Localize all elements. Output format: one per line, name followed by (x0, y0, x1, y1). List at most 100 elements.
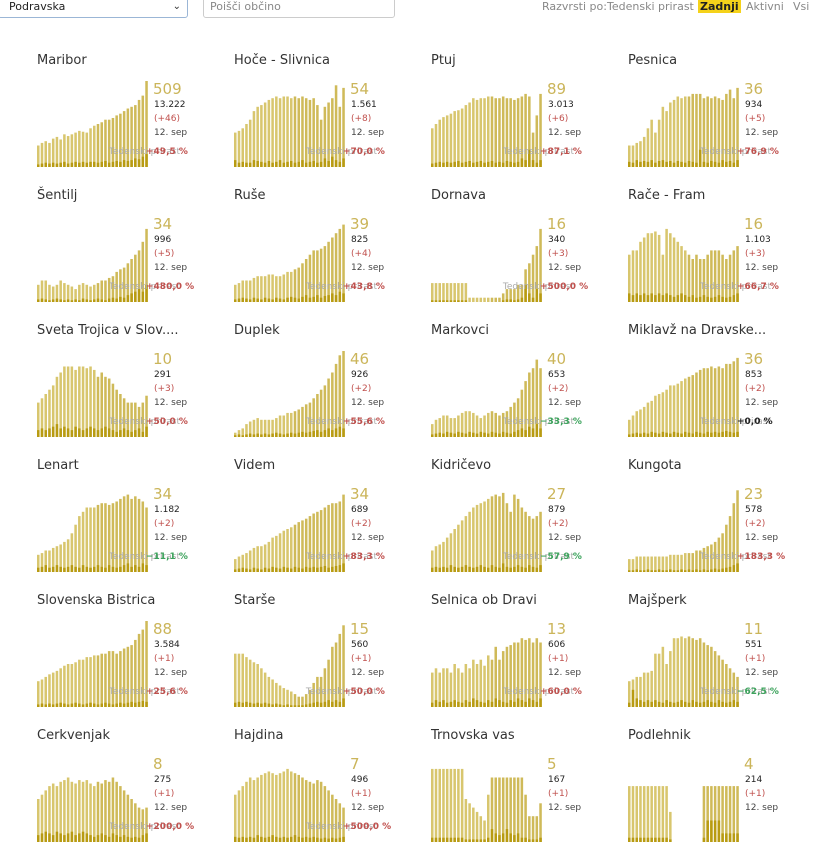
active-cases-bar (713, 541, 717, 572)
active-cases-bar (331, 794, 334, 842)
active-cases-value: 15 (350, 620, 370, 638)
municipality-card[interactable]: Majšperk 11 551 (+1) 12. sep Tedenski prirast… (628, 593, 824, 721)
new-cases-bar (51, 162, 55, 167)
municipality-card[interactable]: Kungota 23 578 (+2) 12. sep Tedenski prirast +… (628, 458, 824, 586)
date-label: 12. sep (154, 263, 188, 273)
active-cases-bar (141, 629, 145, 707)
new-cases-bar (672, 702, 676, 707)
municipality-card[interactable]: Hajdina 7 496 (+1) 12. sep Tedenski prirast +5… (234, 728, 430, 856)
new-cases-bar (434, 566, 438, 572)
municipality-card[interactable]: Selnica ob Dravi 13 606 (+1) 12. sep Tedenski… (431, 593, 627, 721)
municipality-card[interactable]: Pesnica 36 934 (+5) 12. sep Tedenski prirast +… (628, 53, 824, 181)
new-cases-bar (304, 432, 308, 437)
active-cases-bar (260, 276, 263, 302)
new-cases-bar (635, 698, 638, 707)
municipality-card[interactable]: Sveta Trojica v Slov.... 10 291 (+3) 12. sep… (37, 323, 233, 451)
new-cases-bar (78, 703, 81, 707)
municipality-card[interactable]: Ptuj 89 3.013 (+6) 12. sep Tedenski prirast +8… (431, 53, 627, 181)
active-cases-bar (498, 777, 501, 842)
municipality-card[interactable]: Hoče - Slivnica 54 1.561 (+8) 12. sep Tedensk… (234, 53, 430, 181)
new-cases-bar (122, 835, 126, 842)
new-cases-bar (494, 566, 497, 572)
sort-option-active[interactable]: Aktivni (746, 0, 784, 13)
sort-option-all[interactable]: Vsi (793, 0, 810, 13)
municipality-card[interactable]: Dornava 16 340 (+3) 12. sep Tedenski prirast +… (431, 188, 627, 316)
new-cases-bar (256, 702, 259, 707)
active-cases-bar (126, 494, 130, 572)
municipality-search-input[interactable]: Poišči občino (203, 0, 395, 18)
municipality-card[interactable]: Markovci 40 653 (+2) 12. sep Tedenski prirast… (431, 323, 627, 451)
municipality-card[interactable]: Šentilj 34 996 (+5) 12. sep Tedenski prirast +… (37, 188, 233, 316)
new-cases-bar (126, 836, 130, 842)
municipality-card[interactable]: Ruše 39 825 (+4) 12. sep Tedenski prirast +43,… (234, 188, 430, 316)
municipality-card[interactable]: Videm 34 689 (+2) 12. sep Tedenski prirast +83… (234, 458, 430, 586)
active-cases-bar (687, 636, 691, 707)
new-cases-bar (286, 704, 289, 707)
active-cases-bar (717, 786, 721, 842)
new-cases-bar (524, 567, 527, 572)
new-cases-bar (55, 163, 59, 167)
active-cases-bar (37, 554, 40, 572)
new-cases-bar (334, 700, 338, 707)
new-cases-bar (100, 833, 103, 842)
active-cases-bar (650, 119, 653, 167)
sort-option-weekly-growth[interactable]: Tedenski prirast (607, 0, 694, 13)
municipality-card[interactable]: Duplek 46 926 (+2) 12. sep Tedenski prirast +5… (234, 323, 430, 451)
new-cases-bar (646, 295, 650, 302)
new-cases-bar (468, 566, 471, 572)
active-cases-bar (642, 672, 646, 707)
sort-option-latest[interactable]: Zadnji (698, 0, 741, 13)
active-cases-bar (104, 119, 107, 167)
trend-chart (234, 85, 345, 167)
municipality-card[interactable]: Lenart 34 1.182 (+2) 12. sep Tedenski prirast… (37, 458, 233, 586)
active-cases-bar (334, 363, 338, 437)
new-cases-bar (631, 689, 635, 707)
new-cases-bar (528, 565, 531, 572)
new-cases-bar (304, 566, 308, 572)
active-cases-bar (661, 556, 665, 572)
new-cases-bar (271, 704, 274, 707)
active-cases-bar (55, 546, 59, 572)
municipality-card[interactable]: Podlehnik 4 214 (+1) 12. sep (628, 728, 824, 856)
active-cases-bar (93, 369, 96, 437)
municipality-card[interactable]: Miklavž na Dravske... 36 853 (+2) 12. sep Ted… (628, 323, 824, 451)
municipality-card[interactable]: Cerkvenjak 8 275 (+1) 12. sep Tedenski priras… (37, 728, 233, 856)
new-cases-bar (74, 426, 77, 437)
date-label: 12. sep (154, 128, 188, 138)
active-cases-bar (319, 248, 323, 302)
date-label: 12. sep (745, 803, 779, 813)
active-cases-bar (434, 283, 438, 302)
municipality-name: Cerkvenjak (37, 728, 110, 743)
weekly-growth-label: Tedenski prirast (305, 687, 377, 697)
active-cases-bar (74, 783, 77, 842)
active-cases-bar (728, 668, 732, 707)
new-cases-bar (513, 162, 516, 167)
total-cases-value: 653 (548, 370, 566, 380)
new-cases-bar (237, 701, 241, 707)
municipality-card[interactable]: Kidričevo 27 879 (+2) 12. sep Tedenski priras… (431, 458, 627, 586)
new-cases-bar (695, 162, 698, 167)
active-cases-bar (338, 106, 342, 167)
active-cases-bar (338, 501, 342, 572)
municipality-card[interactable]: Maribor 509 13.222 (+46) 12. sep Tedenski pri… (37, 53, 233, 181)
new-cases-bar (524, 430, 527, 437)
new-cases-bar (119, 836, 122, 842)
municipality-card[interactable]: Rače - Fram 16 1.103 (+3) 12. sep Tedenski pr… (628, 188, 824, 316)
new-cases-bar (145, 565, 148, 572)
total-cases-value: 167 (548, 775, 566, 785)
active-cases-bar (342, 625, 345, 707)
new-cases-bar (498, 433, 501, 437)
active-cases-bar (728, 89, 732, 167)
active-cases-bar (115, 501, 118, 572)
active-cases-bar (122, 111, 126, 167)
active-cases-value: 46 (350, 350, 370, 368)
active-cases-bar (331, 646, 334, 707)
municipality-card[interactable]: Slovenska Bistrica 88 3.584 (+1) 12. sep Tede… (37, 593, 233, 721)
municipality-card[interactable]: Trnovska vas 5 167 (+1) 12. sep (431, 728, 627, 856)
new-cases-bar (442, 566, 445, 572)
municipality-card[interactable]: Starše 15 560 (+1) 12. sep Tedenski prirast +5… (234, 593, 430, 721)
active-cases-bar (665, 228, 668, 302)
region-select[interactable]: Podravska ⌄ (0, 0, 188, 18)
active-cases-bar (327, 241, 330, 302)
new-cases-bar (713, 296, 717, 302)
